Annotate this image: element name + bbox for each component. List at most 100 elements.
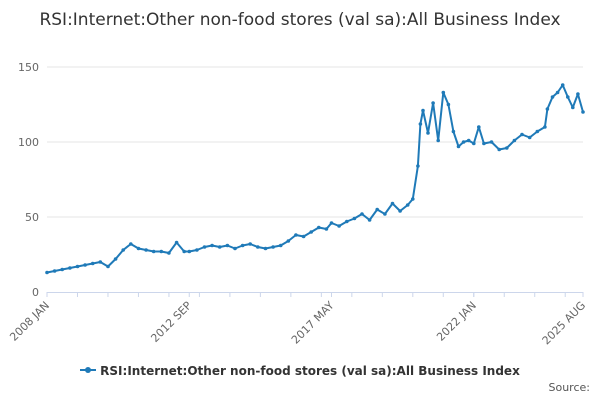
- data-point[interactable]: [390, 201, 395, 206]
- data-point[interactable]: [405, 203, 410, 207]
- data-point[interactable]: [477, 125, 481, 129]
- x-tick-label: 2008 JAN: [7, 299, 52, 344]
- data-point[interactable]: [527, 135, 532, 140]
- y-tick-label: 150: [18, 61, 39, 74]
- data-point[interactable]: [271, 245, 275, 249]
- data-point[interactable]: [489, 140, 494, 144]
- legend[interactable]: RSI:Internet:Other non-food stores (val …: [0, 364, 600, 378]
- data-point[interactable]: [240, 243, 245, 248]
- data-point[interactable]: [555, 90, 560, 95]
- data-point[interactable]: [255, 245, 260, 249]
- data-point[interactable]: [167, 251, 171, 255]
- data-point[interactable]: [174, 240, 179, 245]
- data-point[interactable]: [248, 242, 252, 246]
- data-point[interactable]: [535, 129, 540, 134]
- data-point[interactable]: [543, 125, 547, 129]
- x-tick-label: 2025 AUG: [540, 299, 589, 348]
- data-point[interactable]: [482, 141, 486, 146]
- data-point[interactable]: [286, 239, 291, 243]
- x-tick-label: 2017 MAY: [289, 299, 337, 347]
- data-point[interactable]: [566, 95, 570, 99]
- y-tick-label: 100: [18, 136, 39, 149]
- data-point[interactable]: [571, 105, 575, 110]
- data-point[interactable]: [451, 129, 456, 134]
- data-point[interactable]: [436, 138, 441, 143]
- data-point[interactable]: [512, 138, 517, 143]
- data-point[interactable]: [416, 164, 420, 168]
- plot-area: [45, 83, 585, 275]
- data-point[interactable]: [195, 248, 199, 252]
- data-point[interactable]: [83, 263, 87, 267]
- data-point[interactable]: [60, 267, 64, 272]
- legend-series-label: RSI:Internet:Other non-food stores (val …: [100, 364, 520, 378]
- data-point[interactable]: [144, 248, 148, 252]
- data-point[interactable]: [317, 225, 321, 230]
- x-tick-label: 2022 JAN: [434, 299, 479, 344]
- data-point[interactable]: [294, 233, 298, 237]
- data-point[interactable]: [90, 261, 95, 266]
- data-point[interactable]: [75, 264, 80, 269]
- data-point[interactable]: [187, 249, 192, 254]
- data-point[interactable]: [324, 227, 329, 231]
- data-point[interactable]: [329, 221, 334, 225]
- data-point[interactable]: [136, 246, 141, 251]
- data-point[interactable]: [210, 243, 214, 248]
- data-point[interactable]: [45, 270, 49, 275]
- data-point[interactable]: [68, 266, 72, 270]
- data-point[interactable]: [263, 246, 268, 251]
- data-point[interactable]: [202, 245, 207, 249]
- data-point[interactable]: [520, 132, 524, 137]
- data-point[interactable]: [456, 144, 461, 149]
- y-axis: 0 50 100 150: [18, 61, 39, 299]
- data-point[interactable]: [398, 209, 402, 213]
- data-point[interactable]: [278, 243, 283, 248]
- data-point[interactable]: [375, 207, 380, 212]
- data-point[interactable]: [421, 108, 425, 113]
- data-point[interactable]: [505, 146, 509, 150]
- data-point[interactable]: [106, 264, 110, 269]
- chart-credits[interactable]: Source:: [548, 381, 591, 394]
- data-point[interactable]: [151, 249, 156, 254]
- data-point[interactable]: [426, 131, 430, 135]
- data-point[interactable]: [129, 242, 133, 246]
- legend-line-marker-icon: [80, 366, 97, 373]
- gridlines: [47, 66, 583, 218]
- y-tick-label: 50: [25, 211, 39, 224]
- data-point[interactable]: [367, 218, 372, 222]
- data-point[interactable]: [113, 257, 118, 261]
- data-point[interactable]: [337, 224, 341, 228]
- chart-title: RSI:Internet:Other non-food stores (val …: [39, 10, 561, 30]
- data-point[interactable]: [576, 92, 580, 96]
- data-point[interactable]: [560, 83, 565, 87]
- data-point[interactable]: [545, 107, 550, 111]
- data-point[interactable]: [52, 269, 57, 273]
- data-point[interactable]: [360, 212, 364, 216]
- data-point[interactable]: [182, 249, 186, 254]
- data-point[interactable]: [466, 138, 471, 143]
- data-point[interactable]: [345, 219, 349, 224]
- data-point[interactable]: [472, 141, 476, 146]
- x-axis: 2008 JAN 2012 SEP 2017 MAY 2022 JAN 2025 AUG: [7, 292, 588, 347]
- data-point[interactable]: [217, 245, 222, 249]
- data-point[interactable]: [441, 90, 446, 95]
- series-line[interactable]: [46, 84, 584, 274]
- data-point[interactable]: [581, 110, 585, 114]
- data-point[interactable]: [301, 234, 306, 239]
- data-point[interactable]: [411, 197, 415, 201]
- data-point[interactable]: [233, 246, 237, 251]
- data-point[interactable]: [98, 260, 103, 264]
- data-point[interactable]: [225, 243, 230, 248]
- data-point[interactable]: [497, 147, 502, 152]
- data-point[interactable]: [461, 140, 466, 144]
- data-point[interactable]: [446, 102, 451, 107]
- y-tick-label: 0: [32, 286, 39, 299]
- data-point[interactable]: [309, 230, 314, 234]
- data-point[interactable]: [159, 249, 164, 254]
- data-point[interactable]: [550, 95, 555, 99]
- data-point[interactable]: [431, 101, 435, 105]
- data-point[interactable]: [383, 212, 387, 216]
- data-point[interactable]: [418, 122, 423, 126]
- data-point[interactable]: [352, 216, 357, 221]
- data-point[interactable]: [121, 248, 125, 252]
